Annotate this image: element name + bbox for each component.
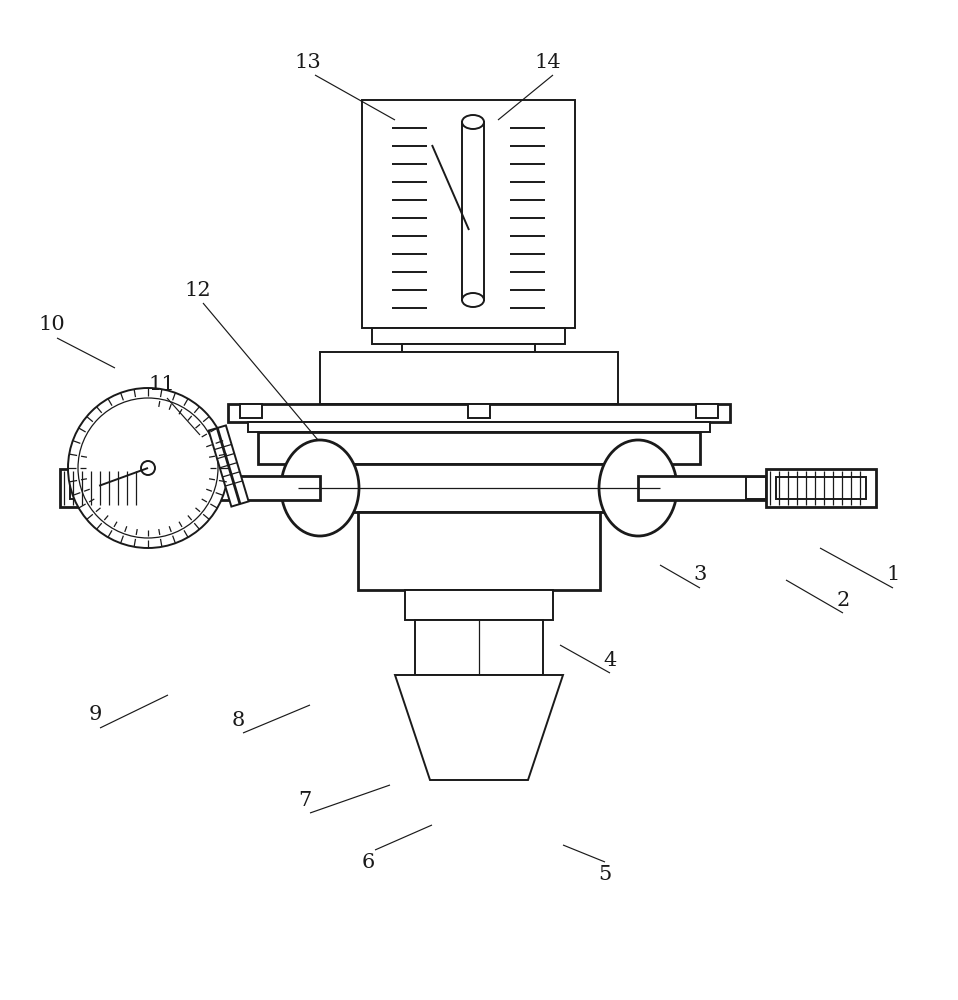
Ellipse shape xyxy=(462,115,484,129)
Text: 3: 3 xyxy=(694,566,707,584)
Bar xyxy=(372,328,565,344)
Ellipse shape xyxy=(281,440,359,536)
Bar xyxy=(402,344,535,352)
Text: 7: 7 xyxy=(298,790,311,810)
Bar xyxy=(60,469,150,507)
Text: 2: 2 xyxy=(836,590,850,609)
Text: 8: 8 xyxy=(232,710,244,730)
Bar xyxy=(746,477,766,499)
Bar xyxy=(248,422,710,432)
Bar xyxy=(766,469,876,507)
Bar xyxy=(462,122,484,300)
Bar xyxy=(258,432,700,464)
Bar xyxy=(776,477,866,499)
Text: 10: 10 xyxy=(38,316,65,334)
Text: 6: 6 xyxy=(361,852,375,871)
Bar xyxy=(70,477,140,499)
Text: 13: 13 xyxy=(295,52,321,72)
Bar xyxy=(150,476,320,500)
Bar xyxy=(240,404,262,418)
Bar xyxy=(696,404,718,418)
Bar xyxy=(150,477,168,499)
Circle shape xyxy=(68,388,228,548)
Circle shape xyxy=(78,398,218,538)
Text: 9: 9 xyxy=(88,706,102,724)
Bar xyxy=(638,476,766,500)
Text: 5: 5 xyxy=(599,865,611,884)
Text: 1: 1 xyxy=(886,566,900,584)
Bar xyxy=(362,100,575,328)
Polygon shape xyxy=(395,675,563,780)
Text: 4: 4 xyxy=(604,650,617,670)
Polygon shape xyxy=(209,425,249,507)
Bar xyxy=(405,590,553,620)
Text: 14: 14 xyxy=(535,52,561,72)
Bar xyxy=(320,352,618,404)
Bar xyxy=(415,620,543,675)
Bar xyxy=(228,404,730,422)
Text: 12: 12 xyxy=(185,280,212,300)
Bar xyxy=(358,512,600,590)
Bar xyxy=(468,404,490,418)
Bar xyxy=(298,464,660,512)
Text: 11: 11 xyxy=(148,375,175,394)
Ellipse shape xyxy=(599,440,677,536)
Circle shape xyxy=(141,461,155,475)
Ellipse shape xyxy=(462,293,484,307)
